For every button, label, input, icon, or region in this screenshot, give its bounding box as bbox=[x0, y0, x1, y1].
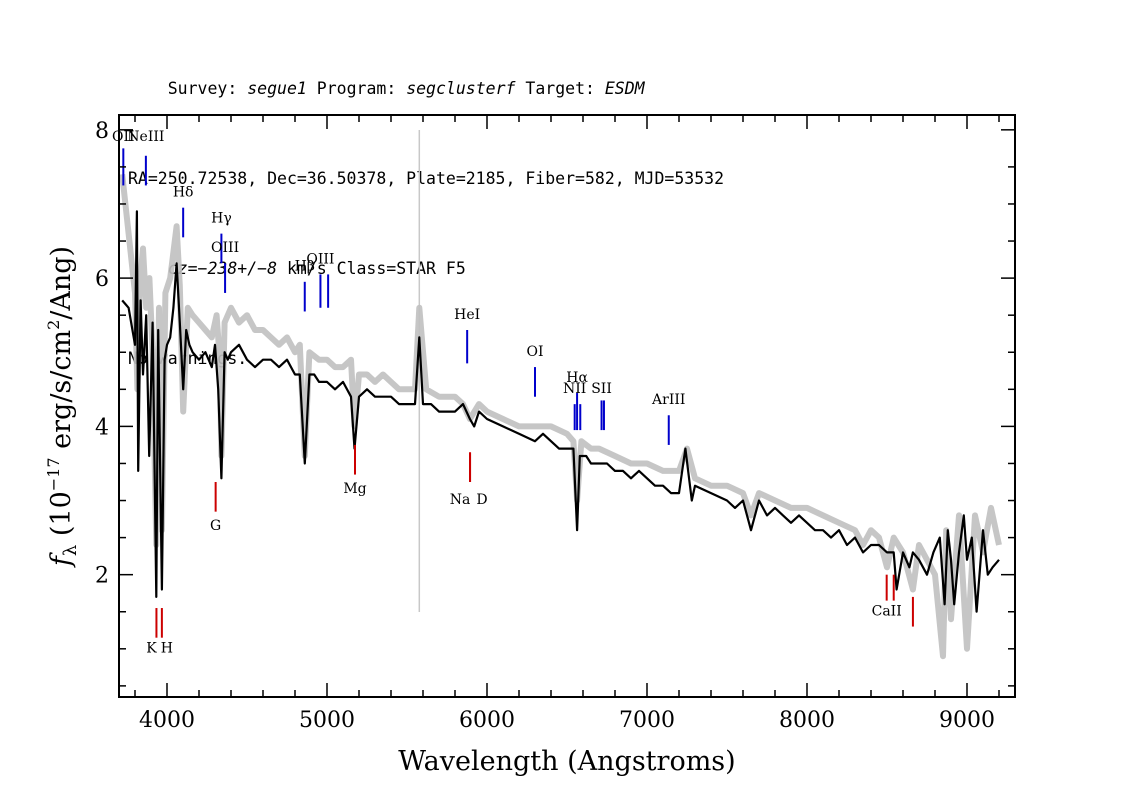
emission-line-label: OI bbox=[526, 344, 543, 360]
header-line-redshift: cz=−238+/−8 km/s Class=STAR F5 bbox=[128, 235, 724, 303]
absorption-line-label: D bbox=[476, 492, 487, 508]
absorption-line-label: H bbox=[161, 641, 173, 657]
y-tick-label: 4 bbox=[95, 415, 109, 440]
y-axis-title-sub: λ bbox=[60, 545, 81, 556]
header-survey-label: Survey: bbox=[167, 78, 248, 98]
emission-line-label: Hδ bbox=[173, 185, 194, 201]
header-program-value: segclusterf bbox=[406, 78, 516, 98]
absorption-line-label: Na bbox=[450, 492, 471, 508]
emission-line-label: NeIII bbox=[127, 129, 164, 145]
emission-line-label: NII bbox=[563, 381, 586, 397]
emission-line-label: Hα bbox=[566, 370, 588, 386]
raw-flux-series bbox=[119, 173, 1002, 660]
smoothed-flux-series bbox=[121, 210, 1000, 613]
header-program-label: Program: bbox=[306, 78, 407, 98]
header-line-coords: RA=250.72538, Dec=36.50378, Plate=2185, … bbox=[128, 168, 725, 188]
y-tick-label: 6 bbox=[95, 267, 109, 292]
y-axis-title-rest: (10 bbox=[46, 491, 77, 544]
header-line-survey: Survey: segue1 Program: segclusterf Targ… bbox=[128, 55, 724, 123]
y-axis-title-end: /Ang) bbox=[46, 246, 77, 320]
header-target-label: Target: bbox=[515, 78, 605, 98]
x-tick-label: 8000 bbox=[779, 708, 835, 733]
spectral-line-markers: OIINeIIIHδHγOIIIHβOIIIHeIOINIIHαSIIArIII… bbox=[112, 129, 914, 657]
absorption-line-label: CaII bbox=[872, 603, 902, 619]
absorption-line-label: K bbox=[146, 641, 157, 657]
y-axis-title-exp: −17 bbox=[44, 457, 63, 491]
emission-line-label: Hβ bbox=[295, 259, 315, 275]
emission-line-label: Hγ bbox=[211, 211, 232, 227]
y-axis-title-f: f bbox=[46, 552, 77, 568]
spectrum-header: Survey: segue1 Program: segclusterf Targ… bbox=[128, 10, 724, 393]
y-axis-title-mid: erg/s/cm bbox=[46, 330, 77, 458]
y-tick-label: 8 bbox=[95, 119, 109, 144]
header-class-value: km/s Class=STAR F5 bbox=[277, 258, 466, 278]
smoothed-flux-layer bbox=[121, 210, 1000, 613]
x-tick-label: 7000 bbox=[619, 708, 675, 733]
x-tick-label: 6000 bbox=[459, 708, 515, 733]
y-tick-label: 2 bbox=[95, 564, 109, 589]
x-tick-label: 9000 bbox=[939, 708, 995, 733]
y-axis-title: fλ (10−17 erg/s/cm2/Ang) bbox=[44, 246, 81, 568]
emission-line-label: ArIII bbox=[651, 392, 685, 408]
x-tick-label: 4000 bbox=[139, 708, 195, 733]
x-tick-label: 5000 bbox=[299, 708, 355, 733]
header-survey-value: segue1 bbox=[247, 78, 307, 98]
plot-frame bbox=[118, 114, 1016, 698]
absorption-line-label: G bbox=[210, 518, 221, 534]
emission-line-label: SII bbox=[591, 381, 612, 397]
absorption-line-label: Mg bbox=[343, 481, 366, 497]
emission-line-label: OIII bbox=[306, 251, 334, 267]
emission-line-label: OIII bbox=[211, 240, 239, 256]
emission-line-label: HeI bbox=[454, 307, 480, 323]
y-axis-title-exp2: 2 bbox=[44, 320, 63, 330]
emission-line-label: OII bbox=[112, 129, 135, 145]
x-axis-title: Wavelength (Angstroms) bbox=[398, 746, 735, 777]
raw-flux-layer bbox=[119, 173, 1002, 660]
header-cz-value: cz=−238+/−8 bbox=[167, 258, 278, 278]
axis-ticks: 4000 5000 6000 7000 8000 9000 2 4 6 8 bbox=[95, 115, 1015, 733]
header-target-value: ESDM bbox=[604, 78, 645, 98]
